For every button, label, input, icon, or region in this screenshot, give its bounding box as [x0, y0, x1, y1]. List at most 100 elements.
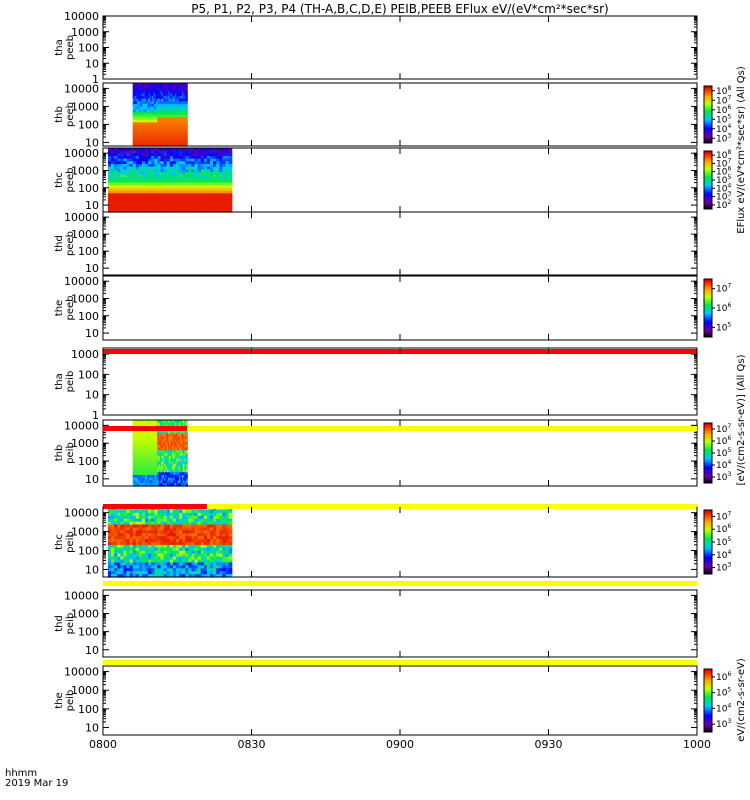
spectrogram-cell [169, 127, 172, 131]
spectrogram-cell [182, 188, 186, 192]
spectrogram-cell [150, 464, 153, 468]
spectrogram-cell [160, 201, 165, 205]
spectrogram-cell [169, 436, 172, 440]
spectrogram-cell [182, 518, 186, 523]
spectrogram-cell [132, 562, 137, 566]
spectrogram-cell [222, 530, 227, 534]
spectrogram-cell [146, 125, 149, 129]
spectrogram-cell [146, 442, 149, 446]
spectrogram-cell [179, 568, 183, 572]
spectrogram-cell [132, 140, 135, 144]
spectrogram-cell [219, 169, 224, 173]
spectrogram-cell [200, 512, 205, 517]
spectrogram-cell [141, 161, 146, 165]
spectrogram-cell [166, 117, 169, 121]
spectrogram-cell [169, 533, 174, 537]
spectrogram-cell [144, 106, 147, 110]
spectrogram-cell [216, 204, 220, 208]
spectrogram-cell [142, 138, 145, 142]
spectrogram-cell [206, 182, 211, 186]
spectrogram-cell [136, 109, 139, 113]
spectrogram-cell [134, 480, 137, 484]
spectrogram-cell [197, 574, 202, 578]
spectrogram-cell [163, 547, 168, 552]
spectrogram-cell [159, 458, 162, 462]
spectrogram-cell [216, 536, 220, 540]
spectrogram-cell [200, 524, 205, 529]
spectrogram-cell [134, 132, 137, 137]
spectrogram-cell [188, 544, 193, 549]
spectrogram-cell [176, 544, 180, 549]
spectrogram-cell [120, 153, 125, 157]
colorbar-segment [704, 279, 712, 282]
spectrogram-cell [138, 422, 141, 427]
spectrogram-cell [179, 182, 183, 186]
colorbar-segment [704, 180, 712, 183]
spectrogram-cell [181, 119, 184, 123]
spectrogram-cell [143, 106, 146, 110]
spectrogram-cell [126, 185, 131, 189]
spectrogram-cell [172, 420, 175, 424]
spectrogram-cell [154, 111, 157, 116]
spectrogram-cell [173, 480, 176, 484]
spectrogram-cell [132, 530, 137, 534]
spectrogram-cell [145, 547, 149, 552]
colorbar-segment [704, 561, 712, 564]
spectrogram-cell [151, 93, 154, 97]
colorbar-segment [704, 675, 712, 678]
colorbar-segment [704, 723, 712, 727]
spectrogram-cell [147, 125, 150, 129]
spectrogram-cell [145, 521, 149, 526]
spectrogram-cell [144, 480, 147, 484]
spectrogram-cell [142, 472, 145, 476]
colorbar-segment [704, 473, 712, 476]
spectrogram-cell [182, 190, 186, 194]
spectrogram-cell [210, 527, 214, 531]
spectrogram-cell [155, 101, 158, 105]
spectrogram-cell [170, 433, 173, 438]
spectrogram-cell [210, 156, 214, 160]
spectrogram-cell [160, 515, 165, 520]
spectrogram-cell [182, 201, 186, 205]
spectrogram-cell [163, 156, 168, 160]
spectrogram-cell [183, 469, 186, 473]
spectrogram-cell [160, 209, 165, 213]
spectrogram-cell [169, 161, 174, 165]
x-tick-label: 0930 [535, 738, 563, 751]
spectrogram-cell [138, 172, 143, 176]
spectrogram-cell [213, 527, 217, 531]
spectrogram-cell [162, 447, 165, 451]
spectrogram-cell [197, 156, 202, 160]
spectrogram-cell [135, 143, 138, 147]
spectrogram-cell [148, 559, 152, 564]
spectrogram-cell [144, 117, 147, 121]
spectrogram-cell [225, 166, 230, 170]
spectrogram-cell [136, 85, 139, 89]
spectrogram-cell [183, 96, 186, 100]
spectrogram-cell [169, 125, 172, 129]
spectrogram-cell [132, 458, 135, 462]
spectrogram-cell [126, 524, 131, 529]
spectrogram-cell [216, 547, 220, 552]
spectrogram-cell [149, 442, 151, 446]
spectrogram-cell [160, 565, 165, 569]
spectrogram-cell [182, 533, 186, 537]
spectrogram-cell [142, 453, 145, 457]
spectrogram-cell [173, 461, 176, 465]
spectrogram-cell [182, 177, 186, 181]
spectrogram-cell [164, 83, 166, 87]
spectrogram-cell [176, 177, 180, 181]
spectrogram-cell [160, 544, 165, 549]
spectrogram-cell [114, 512, 118, 517]
spectrogram-cell [169, 453, 172, 457]
spectrogram-cell [179, 562, 183, 566]
spectrogram-cell [160, 559, 165, 564]
spectrogram-cell [191, 562, 196, 566]
spectrogram-cell [132, 464, 135, 468]
spectrogram-cell [149, 444, 151, 449]
spectrogram-cell [144, 135, 147, 139]
spectrogram-cell [146, 433, 149, 438]
spectrogram-cell [185, 164, 189, 168]
spectrogram-cell [170, 458, 173, 462]
